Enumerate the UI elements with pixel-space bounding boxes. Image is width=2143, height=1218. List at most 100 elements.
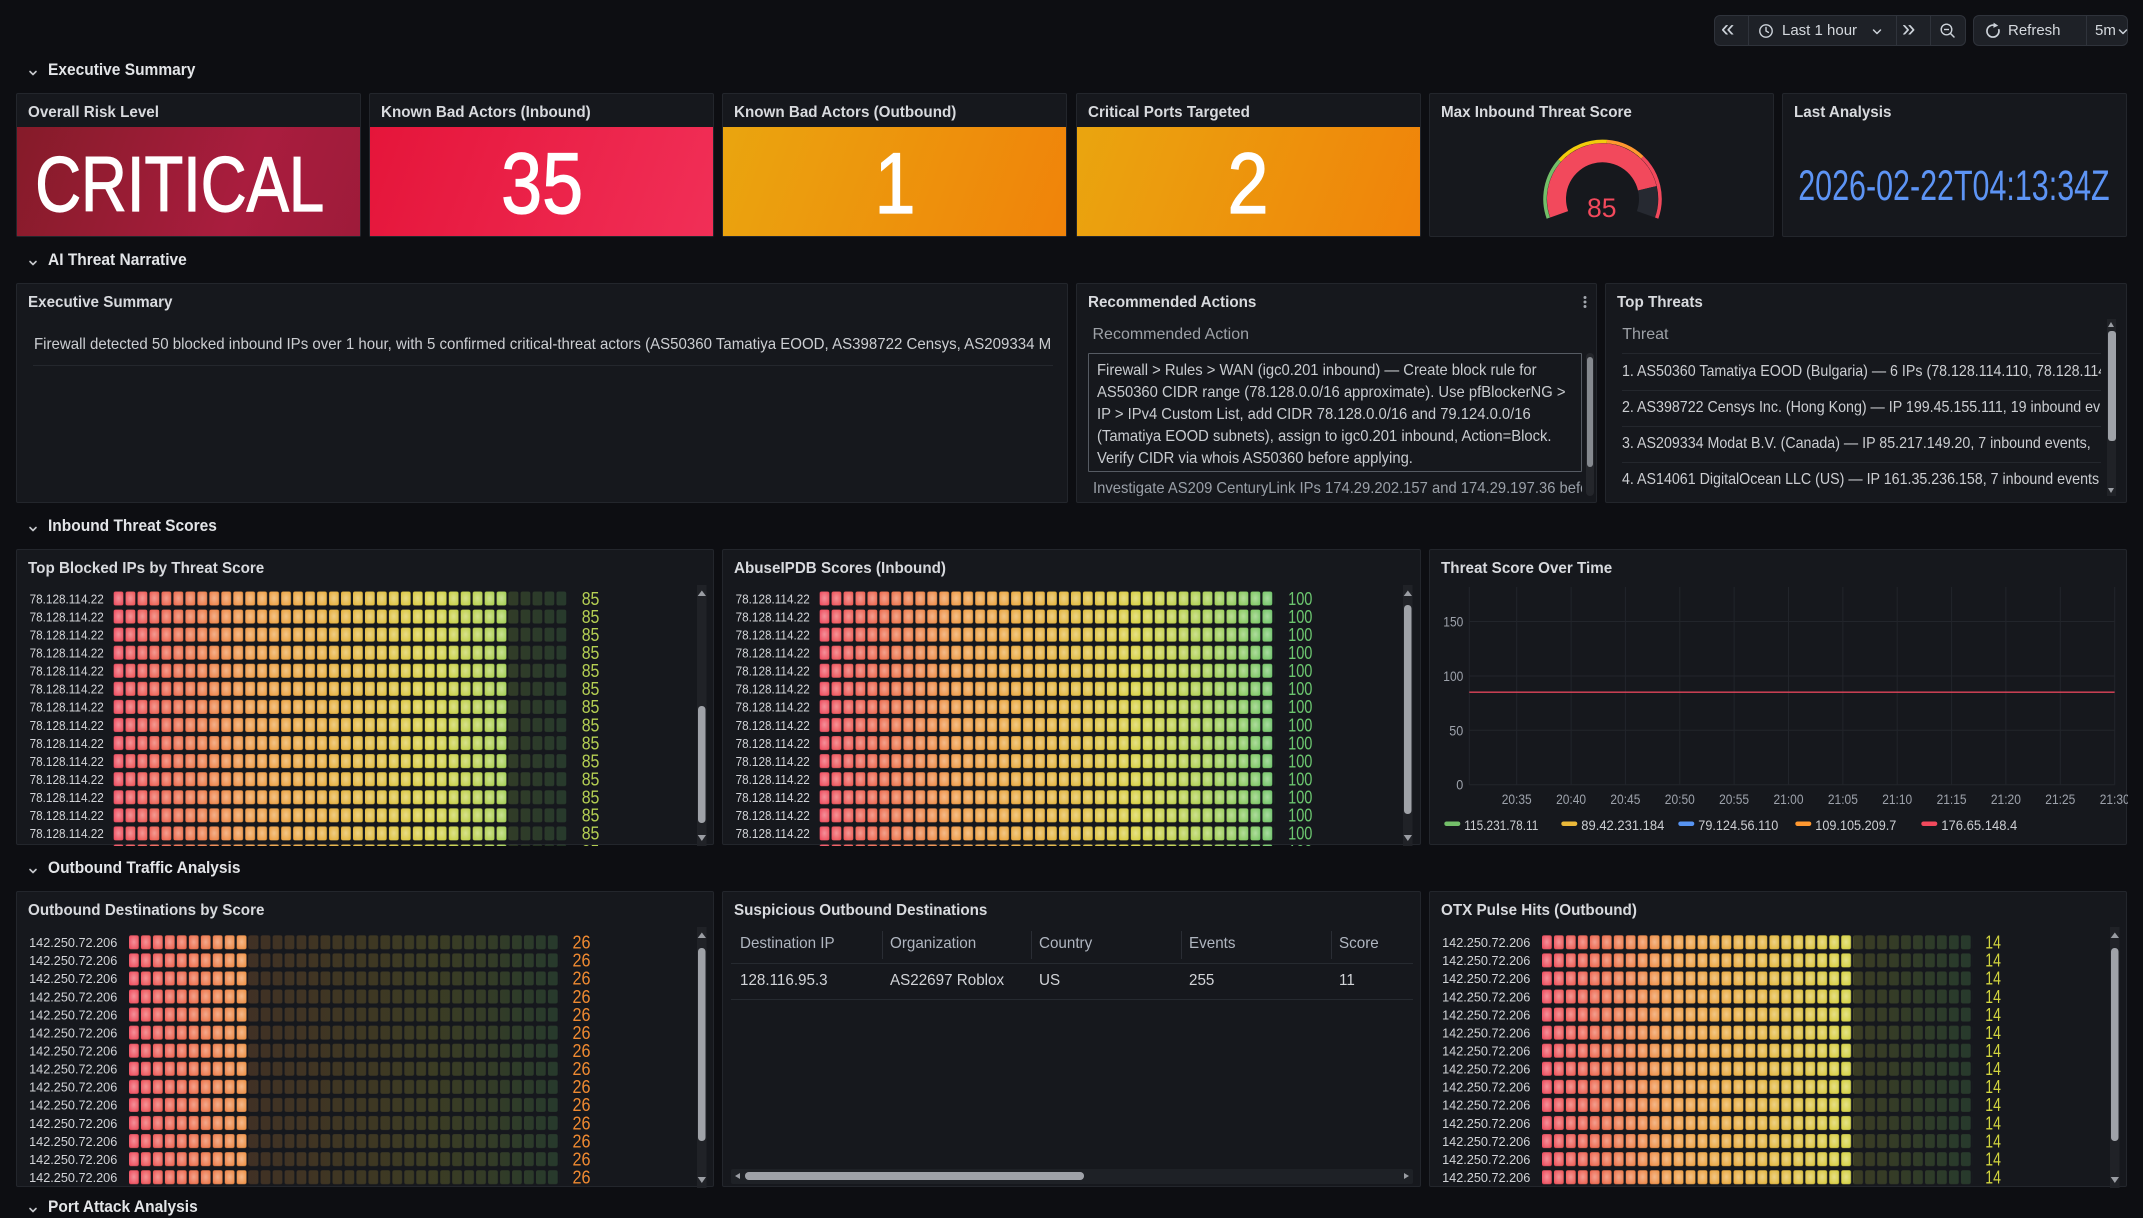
svg-text:142.250.72.206: 142.250.72.206 [1442, 1116, 1530, 1131]
svg-text:26: 26 [573, 1041, 591, 1061]
svg-text:142.250.72.206: 142.250.72.206 [1442, 1098, 1530, 1113]
svg-text:100: 100 [1288, 824, 1312, 844]
svg-text:21:20: 21:20 [1990, 791, 2020, 807]
svg-text:100: 100 [1288, 806, 1312, 826]
svg-text:85: 85 [582, 661, 600, 681]
svg-text:142.250.72.206: 142.250.72.206 [29, 971, 117, 986]
svg-text:78.128.114.22: 78.128.114.22 [30, 718, 104, 733]
svg-text:142.250.72.206: 142.250.72.206 [29, 953, 117, 968]
svg-text:78.128.114.22: 78.128.114.22 [736, 591, 810, 606]
svg-text:142.250.72.206: 142.250.72.206 [1442, 1007, 1530, 1022]
svg-text:14: 14 [1985, 1077, 2001, 1097]
svg-text:85: 85 [582, 715, 600, 735]
svg-text:21:05: 21:05 [1827, 791, 1857, 807]
svg-text:142.250.72.206: 142.250.72.206 [1442, 953, 1530, 968]
svg-text:176.65.148.4: 176.65.148.4 [1941, 817, 2017, 833]
svg-text:78.128.114.22: 78.128.114.22 [736, 627, 810, 642]
svg-text:142.250.72.206: 142.250.72.206 [1442, 1152, 1530, 1167]
svg-text:14: 14 [1985, 1005, 2001, 1025]
svg-text:142.250.72.206: 142.250.72.206 [29, 989, 117, 1004]
svg-text:89.42.231.184: 89.42.231.184 [1581, 817, 1664, 833]
svg-text:100: 100 [1288, 661, 1312, 681]
svg-text:85: 85 [582, 751, 600, 771]
svg-text:85: 85 [582, 733, 600, 753]
svg-text:26: 26 [573, 1059, 591, 1079]
svg-text:142.250.72.206: 142.250.72.206 [1442, 1134, 1530, 1149]
svg-text:100: 100 [1288, 643, 1312, 663]
svg-text:14: 14 [1985, 951, 2001, 971]
svg-text:78.128.114.22: 78.128.114.22 [30, 844, 104, 846]
svg-text:85: 85 [1587, 193, 1616, 223]
svg-text:26: 26 [573, 951, 591, 971]
svg-text:142.250.72.206: 142.250.72.206 [1442, 971, 1530, 986]
svg-text:20:35: 20:35 [1501, 791, 1531, 807]
svg-text:78.128.114.22: 78.128.114.22 [736, 808, 810, 823]
svg-text:21:25: 21:25 [2045, 791, 2075, 807]
svg-text:26: 26 [573, 1077, 591, 1097]
svg-text:142.250.72.206: 142.250.72.206 [1442, 935, 1530, 950]
svg-text:14: 14 [1985, 987, 2001, 1007]
svg-text:0: 0 [1456, 777, 1463, 793]
svg-text:14: 14 [1985, 933, 2001, 953]
svg-text:21:15: 21:15 [1936, 791, 1966, 807]
svg-text:26: 26 [573, 1131, 591, 1151]
svg-text:78.128.114.22: 78.128.114.22 [736, 682, 810, 697]
svg-text:100: 100 [1288, 715, 1312, 735]
svg-text:100: 100 [1288, 733, 1312, 753]
svg-text:142.250.72.206: 142.250.72.206 [1442, 1025, 1530, 1040]
svg-text:78.128.114.22: 78.128.114.22 [30, 700, 104, 715]
svg-text:50: 50 [1449, 722, 1463, 738]
svg-text:85: 85 [582, 679, 600, 699]
svg-text:142.250.72.206: 142.250.72.206 [1442, 989, 1530, 1004]
svg-text:142.250.72.206: 142.250.72.206 [29, 1025, 117, 1040]
svg-text:142.250.72.206: 142.250.72.206 [29, 1134, 117, 1149]
svg-text:85: 85 [582, 607, 600, 627]
svg-text:142.250.72.206: 142.250.72.206 [29, 1098, 117, 1113]
svg-text:14: 14 [1985, 1149, 2001, 1169]
svg-text:78.128.114.22: 78.128.114.22 [736, 772, 810, 787]
svg-text:26: 26 [573, 969, 591, 989]
svg-text:78.128.114.22: 78.128.114.22 [30, 682, 104, 697]
svg-text:78.128.114.22: 78.128.114.22 [736, 609, 810, 624]
svg-text:85: 85 [582, 625, 600, 645]
svg-text:100: 100 [1288, 751, 1312, 771]
svg-text:100: 100 [1288, 607, 1312, 627]
svg-text:20:45: 20:45 [1610, 791, 1640, 807]
svg-text:14: 14 [1985, 1113, 2001, 1133]
svg-text:78.128.114.22: 78.128.114.22 [30, 754, 104, 769]
svg-text:26: 26 [573, 1095, 591, 1115]
svg-text:100: 100 [1288, 625, 1312, 645]
svg-text:78.128.114.22: 78.128.114.22 [30, 790, 104, 805]
svg-text:14: 14 [1985, 1131, 2001, 1151]
svg-text:85: 85 [582, 806, 600, 826]
svg-text:14: 14 [1985, 1023, 2001, 1043]
svg-text:142.250.72.206: 142.250.72.206 [29, 1044, 117, 1059]
svg-text:14: 14 [1985, 1168, 2001, 1188]
svg-text:78.128.114.22: 78.128.114.22 [736, 826, 810, 841]
svg-text:78.128.114.22: 78.128.114.22 [736, 664, 810, 679]
svg-text:14: 14 [1985, 1059, 2001, 1079]
svg-text:142.250.72.206: 142.250.72.206 [1442, 1062, 1530, 1077]
svg-text:142.250.72.206: 142.250.72.206 [29, 1080, 117, 1095]
svg-text:100: 100 [1288, 589, 1312, 609]
svg-text:142.250.72.206: 142.250.72.206 [1442, 1080, 1530, 1095]
svg-text:78.128.114.22: 78.128.114.22 [30, 808, 104, 823]
svg-text:26: 26 [573, 933, 591, 953]
svg-text:115.231.78.11: 115.231.78.11 [1464, 817, 1538, 833]
svg-text:109.105.209.7: 109.105.209.7 [1815, 817, 1896, 833]
svg-text:100: 100 [1288, 788, 1312, 808]
svg-text:85: 85 [582, 824, 600, 844]
svg-text:78.128.114.22: 78.128.114.22 [30, 591, 104, 606]
svg-text:14: 14 [1985, 1095, 2001, 1115]
svg-text:78.128.114.22: 78.128.114.22 [736, 754, 810, 769]
svg-text:85: 85 [582, 770, 600, 790]
svg-text:21:00: 21:00 [1773, 791, 1803, 807]
svg-text:142.250.72.206: 142.250.72.206 [29, 1116, 117, 1131]
svg-text:142.250.72.206: 142.250.72.206 [29, 1152, 117, 1167]
svg-text:78.128.114.22: 78.128.114.22 [30, 609, 104, 624]
svg-text:20:40: 20:40 [1556, 791, 1586, 807]
svg-text:78.128.114.22: 78.128.114.22 [30, 826, 104, 841]
svg-text:78.128.114.22: 78.128.114.22 [30, 646, 104, 661]
svg-text:79.124.56.110: 79.124.56.110 [1698, 817, 1778, 833]
svg-text:142.250.72.206: 142.250.72.206 [29, 1170, 117, 1185]
